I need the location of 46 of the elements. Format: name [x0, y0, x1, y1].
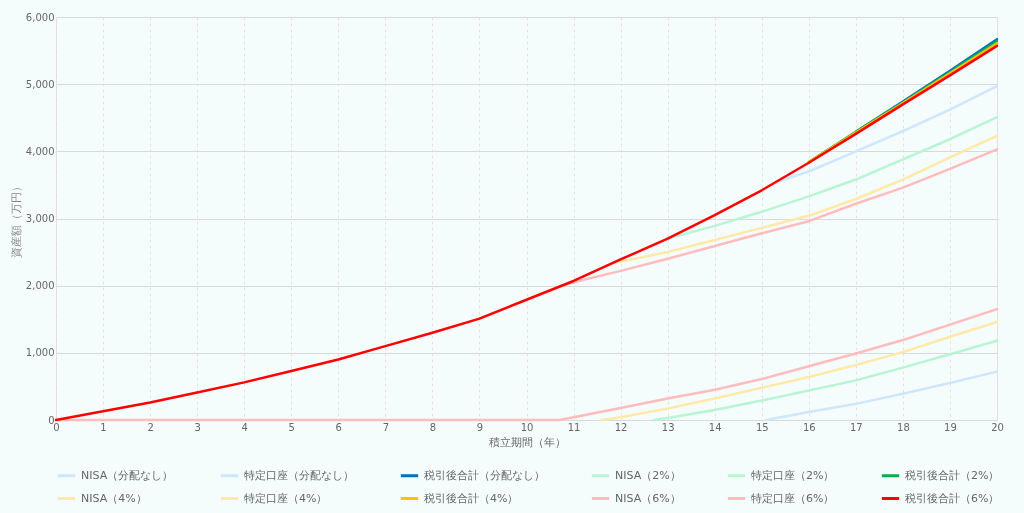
y-tick-label: 3,000: [25, 213, 55, 224]
y-tick-label: 5,000: [25, 78, 55, 90]
legend-label: 税引後合計（2%）: [905, 468, 1000, 482]
x-axis-title: 積立期間（年）: [488, 435, 566, 449]
legend-label: 特定口座（2%）: [751, 468, 835, 482]
x-tick-label: 9: [476, 421, 484, 433]
x-tick-label: 2: [147, 421, 154, 433]
legend-label: 税引後合計（分配なし）: [424, 468, 545, 482]
line-series: [600, 320, 999, 422]
x-tick-label: 18: [897, 421, 910, 433]
legend-label: 税引後合計（6%）: [905, 491, 1000, 505]
legend-label: 税引後合計（4%）: [424, 491, 519, 505]
y-tick-label: 4,000: [25, 145, 55, 157]
x-tick-label: 15: [755, 421, 769, 433]
y-tick-label: 6,000: [25, 11, 55, 23]
x-tick-label: 4: [241, 421, 248, 433]
x-tick-label: 20: [991, 421, 1004, 433]
legend-label: NISA（2%）: [615, 468, 681, 482]
legend-label: 特定口座（6%）: [751, 491, 835, 505]
x-tick-label: 13: [661, 421, 675, 433]
legend-label: 特定口座（分配なし）: [244, 468, 354, 482]
x-tick-label: 14: [708, 421, 722, 433]
legend-label: NISA（6%）: [615, 491, 681, 505]
x-tick-label: 10: [520, 421, 534, 433]
x-tick-label: 7: [382, 421, 390, 433]
legend-label: NISA（4%）: [81, 491, 147, 505]
line-series: [558, 148, 999, 288]
x-tick-label: 3: [194, 421, 201, 433]
y-axis-title: 資産額（万円）: [9, 180, 23, 258]
y-tick-label: 2,000: [25, 280, 55, 292]
x-tick-label: 19: [944, 421, 957, 433]
line-series: [652, 339, 999, 422]
x-tick-label: 5: [288, 421, 295, 433]
y-tick-label: 1,000: [25, 347, 55, 359]
x-tick-label: 17: [849, 421, 863, 433]
x-tick-label: 16: [802, 421, 816, 433]
legend-label: 特定口座（4%）: [244, 491, 328, 505]
x-tick-label: 8: [429, 421, 437, 433]
line-series: [609, 134, 999, 265]
x-tick-label: 12: [614, 421, 628, 433]
legend-label: NISA（分配なし）: [81, 468, 174, 482]
x-tick-label: 1: [100, 421, 107, 433]
line-series: [54, 44, 999, 422]
x-tick-label: 11: [567, 421, 581, 433]
x-tick-label: 6: [335, 421, 342, 433]
line-series: [765, 370, 999, 422]
